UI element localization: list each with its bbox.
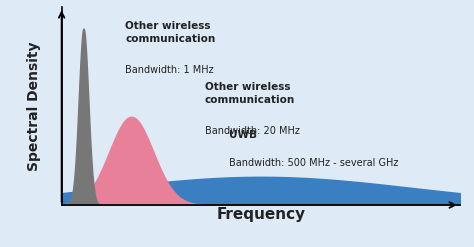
Text: Frequency: Frequency (216, 207, 305, 222)
Text: Bandwidth: 500 MHz - several GHz: Bandwidth: 500 MHz - several GHz (229, 158, 398, 167)
Text: Bandwidth: 20 MHz: Bandwidth: 20 MHz (205, 126, 300, 136)
Text: Bandwidth: 1 MHz: Bandwidth: 1 MHz (125, 65, 214, 75)
Text: Other wireless
communication: Other wireless communication (125, 21, 216, 44)
Text: UWB: UWB (229, 130, 257, 140)
Text: Other wireless
communication: Other wireless communication (205, 82, 295, 105)
Text: Spectral Density: Spectral Density (27, 41, 41, 171)
